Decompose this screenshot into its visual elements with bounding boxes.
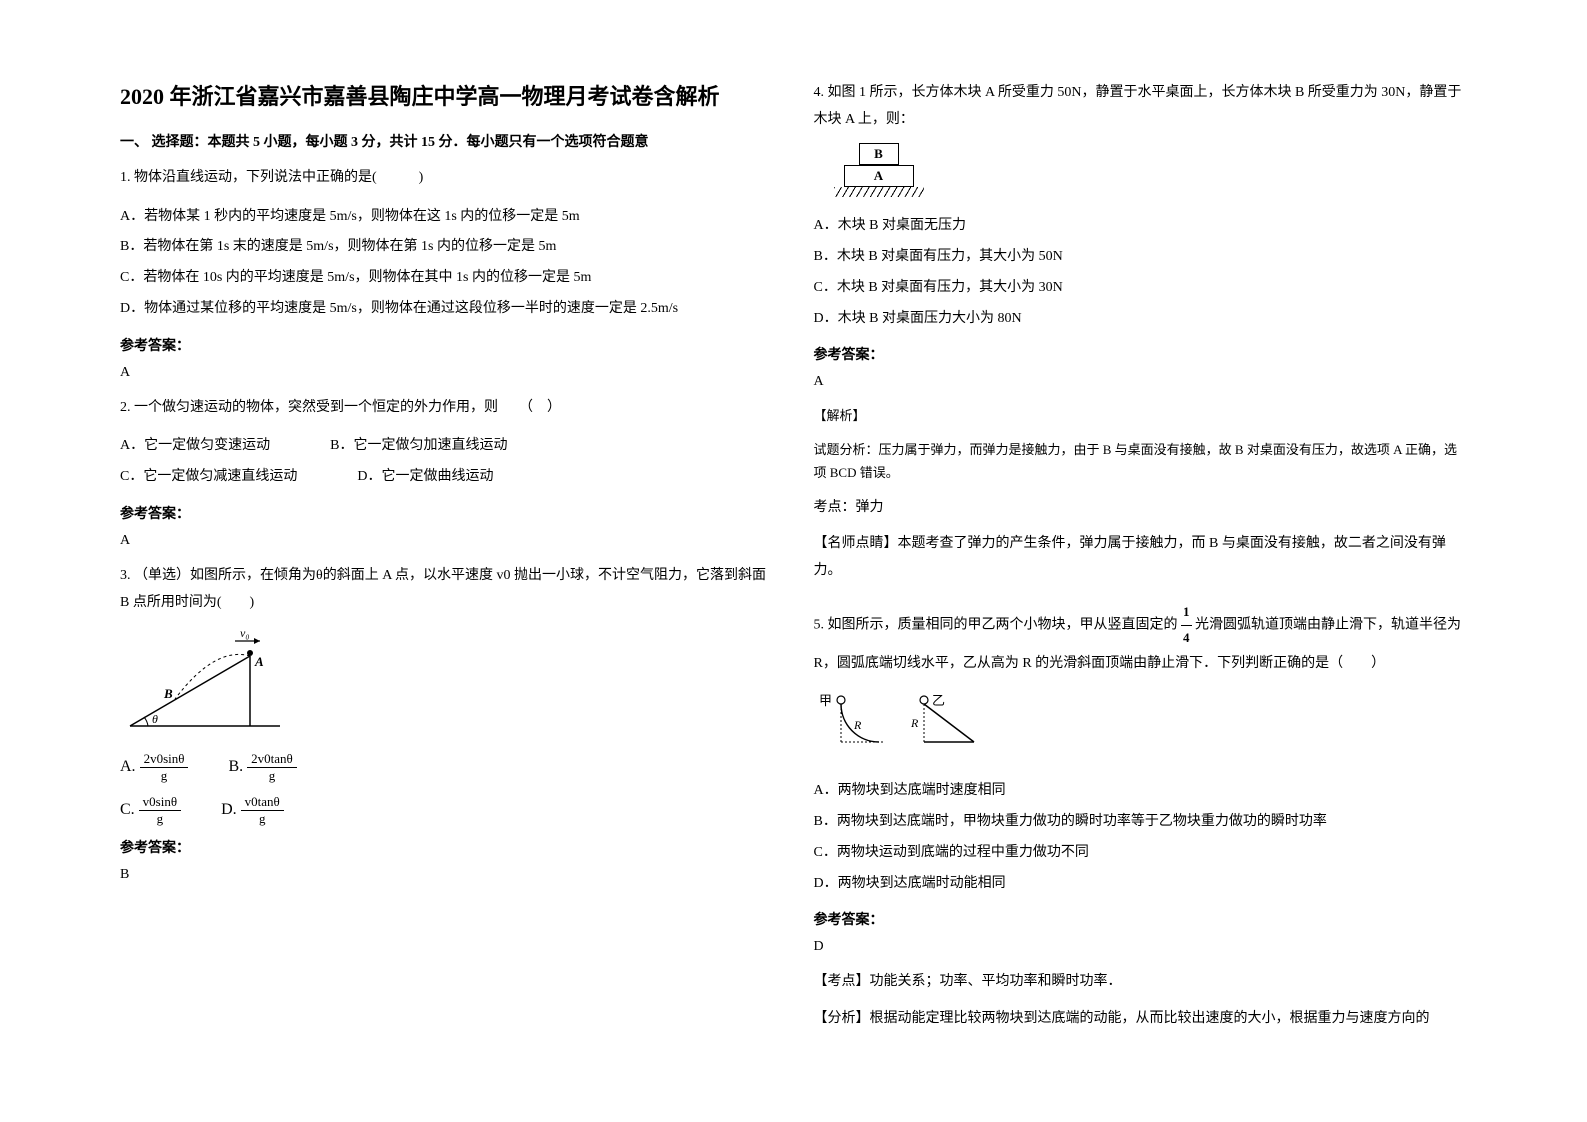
right-column: 4. 如图 1 所示，长方体木块 A 所受重力 50N，静置于水平桌面上，长方体…	[794, 80, 1488, 1082]
q5-option-a: A．两物块到达底端时速度相同	[814, 776, 1468, 807]
left-column: 2020 年浙江省嘉兴市嘉善县陶庄中学高一物理月考试卷含解析 一、 选择题：本题…	[100, 80, 794, 1082]
jia-label: 甲	[819, 693, 832, 708]
v0-label: v₀	[240, 626, 250, 640]
q3-option-c: C. v0sinθg	[120, 794, 181, 827]
q2-answer: A	[120, 533, 774, 549]
theta-label: θ	[152, 712, 158, 726]
document-title: 2020 年浙江省嘉兴市嘉善县陶庄中学高一物理月考试卷含解析	[120, 80, 774, 113]
block-b-box: B	[859, 143, 899, 165]
q4-option-d: D．木块 B 对桌面压力大小为 80N	[814, 304, 1468, 335]
q3-options-row1: A. 2v0sinθg B. 2v0tanθg	[120, 751, 774, 784]
q2-option-c: C．它一定做匀减速直线运动	[120, 462, 297, 493]
r-label-1: R	[853, 718, 862, 732]
r-label-2: R	[910, 716, 919, 730]
q4-diagram: B A	[834, 143, 1468, 197]
q2-stem: 2. 一个做匀速运动的物体，突然受到一个恒定的外力作用，则 （ ）	[120, 395, 774, 422]
q5-option-b: B．两物块到达底端时，甲物块重力做功的瞬时功率等于乙物块重力做功的瞬时功率	[814, 807, 1468, 838]
q4-jiexi: 试题分析：压力属于弹力，而弹力是接触力，由于 B 与桌面没有接触，故 B 对桌面…	[814, 438, 1468, 485]
q5-stem: 5. 如图所示，质量相同的甲乙两个小物块，甲从竖直固定的 14 光滑圆弧轨道顶端…	[814, 600, 1468, 677]
q4-answer-label: 参考答案：	[814, 344, 1468, 364]
q1-answer: A	[120, 365, 774, 381]
q3-answer: B	[120, 867, 774, 883]
section-heading: 一、 选择题：本题共 5 小题，每小题 3 分，共计 15 分．每小题只有一个选…	[120, 131, 774, 151]
q5-diagram: 甲 R 乙 R	[814, 687, 1468, 762]
point-b-label: B	[163, 686, 173, 701]
q3-diagram: θ B A v₀	[120, 626, 774, 741]
q4-answer: A	[814, 374, 1468, 390]
q1-option-b: B．若物体在第 1s 末的速度是 5m/s，则物体在第 1s 内的位移一定是 5…	[120, 232, 774, 263]
q4-option-a: A．木块 B 对桌面无压力	[814, 211, 1468, 242]
q3-option-a: A. 2v0sinθg	[120, 751, 188, 784]
q5-answer: D	[814, 939, 1468, 955]
q1-answer-label: 参考答案：	[120, 335, 774, 355]
q4-option-b: B．木块 B 对桌面有压力，其大小为 50N	[814, 242, 1468, 273]
q3-answer-label: 参考答案：	[120, 837, 774, 857]
q1-option-d: D．物体通过某位移的平均速度是 5m/s，则物体在通过这段位移一半时的速度一定是…	[120, 294, 774, 325]
q4-kaodian: 考点：弹力	[814, 495, 1468, 522]
q1-stem: 1. 物体沿直线运动，下列说法中正确的是( )	[120, 165, 774, 192]
q4-option-c: C．木块 B 对桌面有压力，其大小为 30N	[814, 273, 1468, 304]
q1-option-a: A．若物体某 1 秒内的平均速度是 5m/s，则物体在这 1s 内的位移一定是 …	[120, 202, 774, 233]
yi-label: 乙	[932, 693, 945, 708]
block-a-box: A	[844, 165, 914, 187]
q1-option-c: C．若物体在 10s 内的平均速度是 5m/s，则物体在其中 1s 内的位移一定…	[120, 263, 774, 294]
q5-option-d: D．两物块到达底端时动能相同	[814, 869, 1468, 900]
q2-option-b: B．它一定做匀加速直线运动	[330, 431, 507, 462]
q2-answer-label: 参考答案：	[120, 503, 774, 523]
q5-answer-label: 参考答案：	[814, 909, 1468, 929]
q2-option-d: D．它一定做曲线运动	[357, 462, 493, 493]
q4-jiexi-head: 【解析】	[814, 404, 1468, 427]
q5-option-c: C．两物块运动到底端的过程中重力做功不同	[814, 838, 1468, 869]
point-a-label: A	[254, 654, 264, 669]
q4-stem: 4. 如图 1 所示，长方体木块 A 所受重力 50N，静置于水平桌面上，长方体…	[814, 80, 1468, 133]
q2-option-a: A．它一定做匀变速运动	[120, 431, 270, 462]
q3-stem: 3. （单选）如图所示，在倾角为θ的斜面上 A 点，以水平速度 v0 抛出一小球…	[120, 563, 774, 616]
q5-fenxi: 【分析】根据动能定理比较两物块到达底端的动能，从而比较出速度的大小，根据重力与速…	[814, 1006, 1468, 1033]
q5-kaodian: 【考点】功能关系；功率、平均功率和瞬时功率．	[814, 969, 1468, 996]
ground-hatch	[834, 187, 924, 197]
q3-options-row2: C. v0sinθg D. v0tanθg	[120, 794, 774, 827]
q3-option-d: D. v0tanθg	[221, 794, 284, 827]
q3-option-b: B. 2v0tanθg	[228, 751, 296, 784]
q4-dianjing: 【名师点睛】本题考查了弹力的产生条件，弹力属于接触力，而 B 与桌面没有接触，故…	[814, 531, 1468, 584]
